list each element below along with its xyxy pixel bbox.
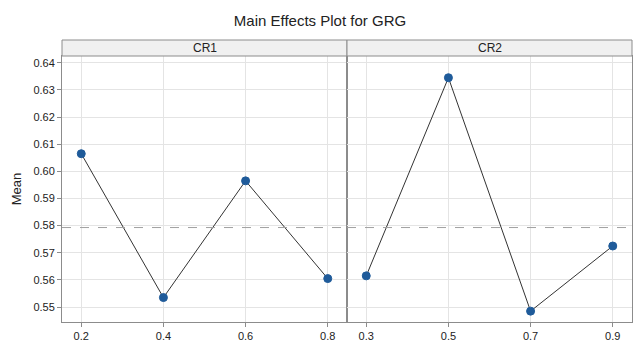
svg-text:0.9: 0.9 xyxy=(605,330,620,342)
svg-text:0.7: 0.7 xyxy=(523,330,538,342)
svg-text:0.61: 0.61 xyxy=(33,138,54,150)
svg-text:0.2: 0.2 xyxy=(74,330,89,342)
svg-text:0.56: 0.56 xyxy=(33,274,54,286)
svg-text:0.5: 0.5 xyxy=(441,330,456,342)
svg-text:0.4: 0.4 xyxy=(156,330,171,342)
svg-text:0.64: 0.64 xyxy=(33,57,54,69)
svg-text:0.60: 0.60 xyxy=(33,165,54,177)
svg-text:CR1: CR1 xyxy=(193,41,217,55)
svg-text:0.63: 0.63 xyxy=(33,84,54,96)
svg-text:0.58: 0.58 xyxy=(33,219,54,231)
svg-text:Main Effects Plot for GRG: Main Effects Plot for GRG xyxy=(234,12,406,29)
svg-text:0.6: 0.6 xyxy=(238,330,253,342)
svg-text:0.57: 0.57 xyxy=(33,247,54,259)
svg-text:0.59: 0.59 xyxy=(33,192,54,204)
svg-text:0.62: 0.62 xyxy=(33,111,54,123)
svg-text:Mean: Mean xyxy=(9,173,24,206)
svg-text:0.55: 0.55 xyxy=(33,301,54,313)
svg-text:0.8: 0.8 xyxy=(320,330,335,342)
svg-text:0.3: 0.3 xyxy=(359,330,374,342)
svg-text:CR2: CR2 xyxy=(478,41,502,55)
